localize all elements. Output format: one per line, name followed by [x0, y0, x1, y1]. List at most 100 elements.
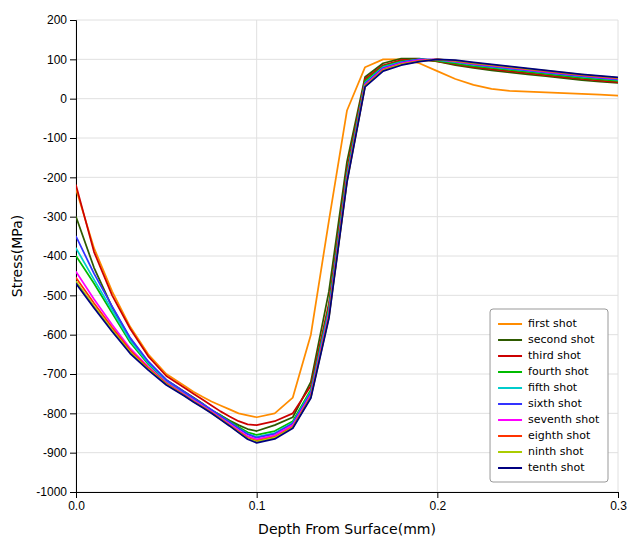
tick-mark — [70, 177, 76, 178]
tick-mark — [618, 492, 619, 498]
tick-mark — [70, 217, 76, 218]
tick-label: -100 — [43, 131, 67, 145]
legend-swatch — [498, 355, 522, 357]
tick: -900 — [43, 446, 76, 460]
line — [76, 59, 618, 437]
tick: 0.3 — [610, 492, 627, 513]
tick-label: 0 — [60, 92, 67, 106]
chart: 0.00.10.20.3-1000-900-800-700-600-500-40… — [0, 0, 642, 548]
tick: 0.2 — [429, 492, 446, 513]
tick-mark — [70, 256, 76, 257]
line — [76, 59, 618, 437]
tick-mark — [70, 138, 76, 139]
grid-line — [76, 59, 618, 60]
tick-mark — [70, 453, 76, 454]
legend-label: sixth shot — [528, 397, 583, 410]
tick: 100 — [47, 53, 76, 67]
axis-line — [70, 21, 77, 493]
tick-label: 0.0 — [68, 499, 85, 513]
tick-label: 0.2 — [429, 499, 446, 513]
legend-item: eighth shot — [498, 429, 591, 442]
tick: 0.1 — [249, 492, 266, 513]
tick: -700 — [43, 367, 76, 381]
tick: -800 — [43, 407, 76, 421]
x-axis-title: Depth From Surface(mm) — [258, 521, 436, 537]
legend-label: tenth shot — [528, 461, 585, 474]
legend-label: second shot — [528, 333, 595, 346]
legend-label: eighth shot — [528, 429, 591, 442]
grid-line — [76, 20, 618, 21]
tick-label: 0.1 — [249, 499, 266, 513]
grid-line — [76, 98, 618, 99]
tick-label: -600 — [43, 328, 67, 342]
legend-swatch — [498, 339, 522, 341]
tick-mark — [70, 99, 76, 100]
tick-label: -300 — [43, 210, 67, 224]
plot: 0.00.10.20.3-1000-900-800-700-600-500-40… — [36, 13, 627, 512]
legend-swatch — [498, 371, 522, 373]
grid — [76, 20, 618, 492]
line — [76, 59, 618, 439]
tick: -300 — [43, 210, 76, 224]
tick-mark — [70, 374, 76, 375]
tick-label: -800 — [43, 407, 67, 421]
tick-label: -900 — [43, 446, 67, 460]
tick-mark — [70, 413, 76, 414]
legend-item: tenth shot — [498, 461, 585, 474]
tick-label: 0.3 — [610, 499, 627, 513]
legend-swatch — [498, 387, 522, 389]
tick-mark — [437, 492, 438, 498]
grid-line — [76, 256, 618, 257]
tick-label: -700 — [43, 367, 67, 381]
legend-item: first shot — [498, 317, 577, 330]
series-group — [76, 59, 618, 443]
legend: first shot second shot third shot fourth sh… — [490, 309, 608, 482]
tick: 0.0 — [68, 492, 85, 513]
tick-mark — [70, 492, 76, 493]
grid-line — [76, 216, 618, 217]
tick: -400 — [43, 249, 76, 263]
legend-label: ninth shot — [528, 445, 584, 458]
legend-label: third shot — [528, 349, 582, 362]
legend-label: fourth shot — [528, 365, 589, 378]
line — [76, 59, 618, 441]
tick-label: -200 — [43, 171, 67, 185]
legend-item: fourth shot — [498, 365, 589, 378]
legend-label: fifth shot — [528, 381, 578, 394]
legend-item: seventh shot — [498, 413, 600, 426]
tick-label: -1000 — [36, 485, 67, 499]
tick: -1000 — [36, 485, 76, 499]
tick: -200 — [43, 171, 76, 185]
x-axis: 0.0 0.1 0.2 0.3 — [68, 492, 627, 513]
legend-label: seventh shot — [528, 413, 600, 426]
legend-item: ninth shot — [498, 445, 584, 458]
legend-swatch — [498, 419, 522, 421]
legend-item: third shot — [498, 349, 582, 362]
legend-box — [490, 309, 608, 482]
axis-line — [77, 493, 619, 499]
tick: -600 — [43, 328, 76, 342]
grid-line — [76, 295, 618, 296]
legend-swatch — [498, 467, 522, 469]
grid-line — [76, 138, 618, 139]
legend-swatch — [498, 435, 522, 437]
tick: 200 — [47, 13, 76, 27]
tick: -500 — [43, 289, 76, 303]
tick-mark — [257, 492, 258, 498]
tick-mark — [70, 335, 76, 336]
tick-mark — [70, 59, 76, 60]
legend-item: sixth shot — [498, 397, 583, 410]
tick-label: -400 — [43, 249, 67, 263]
line — [76, 59, 618, 443]
line — [76, 59, 618, 441]
tick: -100 — [43, 131, 76, 145]
tick-label: 200 — [47, 13, 67, 27]
tick-mark — [70, 295, 76, 296]
tick-mark — [70, 20, 76, 21]
legend-swatch — [498, 403, 522, 405]
legend-item: second shot — [498, 333, 595, 346]
legend-label: first shot — [528, 317, 577, 330]
legend-swatch — [498, 451, 522, 453]
legend-swatch — [498, 323, 522, 325]
y-axis: -1000-900-800-700-600-500-400-300-200-10… — [36, 13, 76, 499]
